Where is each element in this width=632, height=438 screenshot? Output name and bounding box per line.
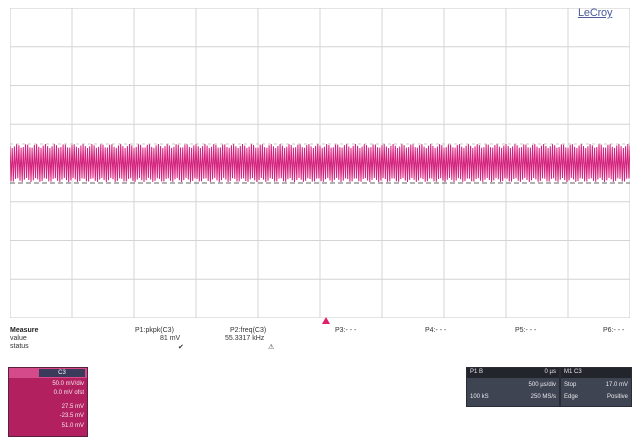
param-p2-value: 55.3317 kHz	[225, 335, 265, 342]
param-p1-header[interactable]: P1:pkpk(C3)	[135, 327, 174, 334]
timebase-delay: 0 µs	[544, 369, 556, 375]
param-p6-header[interactable]: P6:- - -	[603, 327, 625, 334]
channel-vdiv: 50.0 mV/div	[52, 381, 84, 387]
channel-offset: 0.0 mV ofst	[53, 390, 84, 396]
param-p1-status-icon: ✔	[178, 344, 184, 351]
param-p2-header[interactable]: P2:freq(C3)	[230, 327, 267, 334]
trigger-type: Edge	[564, 394, 579, 400]
timebase-div: 500 µs/div	[528, 382, 556, 388]
param-p3-header[interactable]: P3:- - -	[335, 327, 357, 334]
trigger-mode: Stop	[564, 382, 577, 388]
param-p1-value: 81 mV	[160, 335, 181, 342]
trigger-position-icon[interactable]	[322, 317, 330, 324]
channel-3-descriptor-header: C3	[9, 368, 87, 378]
value-label: value	[10, 335, 27, 342]
trigger-slope: Positive	[606, 394, 628, 400]
param-p4-header[interactable]: P4:- - -	[425, 327, 447, 334]
waveform-grid	[10, 8, 630, 318]
channel-3-tag: C3	[39, 369, 85, 377]
measure-label: Measure	[10, 327, 39, 334]
channel-3-trace	[10, 143, 630, 183]
trigger-descriptor[interactable]: M1 C3 Stop 17.0 mV Edge Positive	[560, 367, 632, 407]
channel-3-descriptor[interactable]: C3 50.0 mV/div 0.0 mV ofst 27.5 mV -23.5…	[8, 367, 88, 437]
timebase-descriptor[interactable]: P1 B 0 µs 500 µs/div 100 kS 250 MS/s	[466, 367, 560, 407]
trigger-level: 17.0 mV	[605, 382, 628, 388]
status-label: status	[10, 343, 29, 350]
param-p5-header[interactable]: P5:- - -	[515, 327, 537, 334]
trigger-source: M1 C3	[564, 369, 582, 375]
channel-pkpk: 51.0 mV	[61, 423, 84, 429]
timebase-label: P1 B	[470, 369, 484, 375]
timebase-samples: 100 kS	[470, 394, 489, 400]
channel-max: 27.5 mV	[61, 404, 84, 410]
timebase-rate: 250 MS/s	[530, 394, 556, 400]
param-p2-status-icon: ⚠	[268, 344, 275, 351]
lecroy-logo: LeCroy	[578, 7, 613, 19]
channel-min: -23.5 mV	[59, 413, 84, 419]
